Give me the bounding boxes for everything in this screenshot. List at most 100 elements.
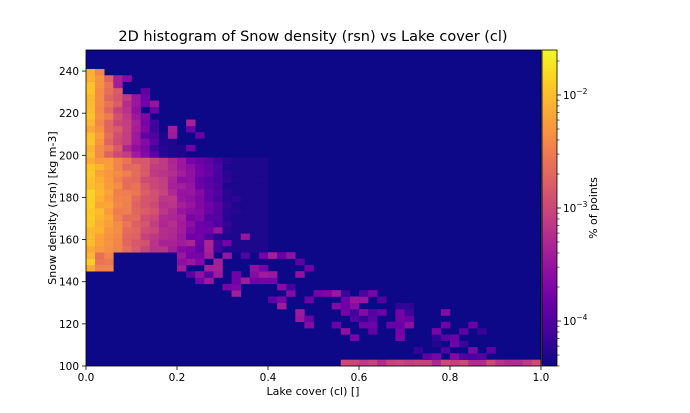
- heatmap-cell: [377, 359, 387, 367]
- heatmap-cell: [222, 252, 232, 259]
- heatmap-cell: [468, 353, 478, 360]
- heatmap-cell: [95, 119, 105, 127]
- heatmap-cell: [249, 189, 260, 196]
- heatmap-cell: [258, 189, 269, 196]
- heatmap-cell: [86, 132, 96, 139]
- heatmap-cell: [186, 220, 196, 228]
- heatmap-cell: [95, 220, 105, 228]
- heatmap-cell: [167, 176, 178, 184]
- heatmap-cell: [222, 208, 232, 215]
- heatmap-cell: [140, 170, 150, 177]
- y-tick-label: 160: [59, 235, 79, 247]
- heatmap-cell: [122, 163, 132, 171]
- heatmap-cell: [386, 321, 396, 329]
- heatmap-cells: [86, 68, 542, 367]
- heatmap-cell: [131, 138, 141, 146]
- colorbar: 10−4 10−3 10−2: [541, 49, 588, 367]
- heatmap-cell: [186, 226, 196, 234]
- x-axis: 0.0 0.2 0.4 0.6 0.8 1.0: [78, 366, 549, 384]
- heatmap-cell: [113, 239, 123, 247]
- heatmap-cell: [204, 189, 214, 196]
- heatmap-cell: [258, 220, 269, 228]
- heatmap-cell: [86, 182, 96, 190]
- heatmap-cell: [104, 144, 114, 152]
- heatmap-cell: [359, 315, 369, 323]
- heatmap-cell: [122, 113, 132, 120]
- heatmap-cell: [195, 220, 205, 228]
- heatmap-cell: [158, 220, 169, 228]
- heatmap-cell: [104, 195, 114, 202]
- heatmap-cell: [140, 195, 150, 202]
- heatmap-cell: [377, 296, 387, 304]
- heatmap-cell: [122, 208, 132, 215]
- heatmap-cell: [86, 100, 96, 108]
- heatmap-cell: [149, 220, 160, 228]
- heatmap-cell: [95, 151, 105, 158]
- heatmap-cell: [122, 119, 132, 127]
- heatmap-cell: [231, 239, 241, 247]
- heatmap-cell: [158, 195, 169, 202]
- heatmap-cell: [440, 347, 451, 354]
- heatmap-cell: [177, 195, 187, 202]
- heatmap-cell: [177, 252, 187, 259]
- heatmap-cell: [177, 245, 187, 253]
- heatmap-cell: [204, 170, 214, 177]
- heatmap-cell: [95, 233, 105, 240]
- heatmap-cell: [177, 189, 187, 196]
- heatmap-cell: [167, 226, 178, 234]
- heatmap-cell: [86, 144, 96, 152]
- heatmap-cell: [213, 201, 223, 209]
- heatmap-cell: [104, 81, 114, 89]
- heatmap-cell: [140, 113, 150, 120]
- heatmap-cell: [131, 208, 141, 215]
- heatmap-cell: [359, 359, 369, 367]
- heatmap-cell: [222, 163, 232, 171]
- heatmap-cell: [149, 245, 160, 253]
- heatmap-cell: [249, 239, 260, 247]
- heatmap-cell: [167, 245, 178, 253]
- heatmap-cell: [95, 106, 105, 114]
- heatmap-cell: [140, 214, 150, 221]
- heatmap-cell: [113, 151, 123, 158]
- heatmap-cell: [86, 245, 96, 253]
- heatmap-cell: [113, 157, 123, 165]
- heatmap-cell: [249, 233, 260, 240]
- heatmap-cell: [113, 208, 123, 215]
- heatmap-cell: [286, 283, 296, 291]
- heatmap-cell: [204, 252, 214, 259]
- heatmap-cell: [395, 328, 405, 335]
- heatmap-cell: [186, 252, 196, 259]
- heatmap-cell: [167, 208, 178, 215]
- heatmap-cell: [277, 296, 287, 304]
- heatmap-cell: [213, 258, 223, 266]
- heatmap-cell: [240, 214, 251, 221]
- heatmap-cell: [86, 233, 96, 240]
- heatmap-cell: [331, 290, 342, 297]
- heatmap-cell: [122, 100, 132, 108]
- heatmap-cell: [122, 75, 132, 82]
- heatmap-cell: [95, 157, 105, 165]
- heatmap-cell: [122, 106, 132, 114]
- colorbar-tick-label: 10−2: [563, 87, 588, 102]
- heatmap-cell: [177, 220, 187, 228]
- colorbar-tick-label: 10−4: [563, 313, 588, 328]
- heatmap-cell: [104, 113, 114, 120]
- heatmap-cell: [104, 245, 114, 253]
- heatmap-cell: [249, 245, 260, 253]
- heatmap-cell: [122, 138, 132, 146]
- heatmap-cell: [104, 138, 114, 146]
- heatmap-cell: [167, 220, 178, 228]
- heatmap-cell: [195, 132, 205, 139]
- heatmap-cell: [167, 214, 178, 221]
- heatmap-cell: [104, 119, 114, 127]
- heatmap-cell: [195, 245, 205, 253]
- heatmap-cell: [104, 94, 114, 101]
- heatmap-cell: [258, 277, 269, 285]
- heatmap-cell: [268, 277, 278, 285]
- x-tick-label: 0.6: [351, 372, 368, 384]
- heatmap-cell: [340, 328, 351, 335]
- heatmap-cell: [195, 258, 205, 266]
- heatmap-cell: [431, 359, 442, 367]
- heatmap-cell: [177, 258, 187, 266]
- heatmap-cell: [122, 220, 132, 228]
